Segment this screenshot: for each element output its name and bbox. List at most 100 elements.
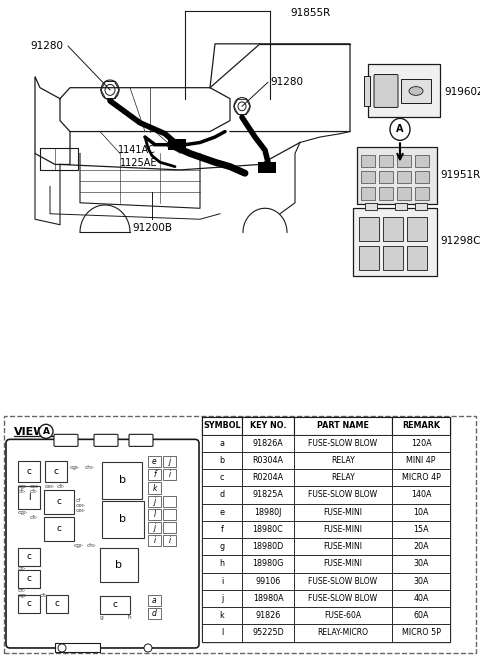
Text: FUSE-MINI: FUSE-MINI: [324, 525, 362, 534]
Text: e: e: [152, 457, 157, 466]
Bar: [202, 486, 242, 504]
Text: 91951R: 91951R: [440, 171, 480, 180]
Bar: [242, 607, 294, 625]
FancyBboxPatch shape: [55, 643, 100, 652]
Text: cg▹: cg▹: [18, 593, 28, 598]
Circle shape: [144, 644, 152, 652]
Bar: [202, 555, 242, 573]
Bar: [242, 521, 294, 538]
Text: 99106: 99106: [255, 577, 281, 586]
Text: VIEW: VIEW: [14, 427, 47, 438]
Text: 91960Z: 91960Z: [444, 87, 480, 97]
FancyBboxPatch shape: [148, 457, 161, 468]
Text: h̄: h̄: [128, 615, 132, 621]
Bar: [294, 452, 392, 469]
Text: j: j: [154, 497, 156, 506]
FancyBboxPatch shape: [54, 434, 78, 446]
FancyBboxPatch shape: [148, 508, 161, 520]
Text: b: b: [219, 456, 225, 465]
Bar: [202, 452, 242, 469]
FancyBboxPatch shape: [148, 595, 161, 606]
FancyBboxPatch shape: [415, 203, 427, 211]
Text: cg▹: cg▹: [18, 510, 28, 515]
Text: c: c: [26, 574, 32, 583]
Text: 18980G: 18980G: [252, 560, 284, 569]
Bar: [242, 504, 294, 521]
Text: c: c: [26, 552, 32, 561]
FancyBboxPatch shape: [148, 482, 161, 493]
Circle shape: [58, 644, 66, 652]
Text: RELAY: RELAY: [331, 456, 355, 465]
Text: 60A: 60A: [413, 611, 429, 620]
FancyBboxPatch shape: [18, 595, 40, 613]
FancyBboxPatch shape: [4, 417, 476, 653]
Text: FUSE-SLOW BLOW: FUSE-SLOW BLOW: [309, 577, 378, 586]
Text: FUSE-SLOW BLOW: FUSE-SLOW BLOW: [309, 439, 378, 447]
Text: f: f: [153, 470, 156, 480]
Text: 91200B: 91200B: [132, 223, 172, 233]
FancyBboxPatch shape: [168, 139, 186, 150]
FancyBboxPatch shape: [407, 217, 427, 241]
Text: FUSE-SLOW BLOW: FUSE-SLOW BLOW: [309, 491, 378, 499]
FancyBboxPatch shape: [368, 64, 440, 117]
Text: cf▹: cf▹: [30, 489, 38, 494]
Bar: [202, 469, 242, 486]
Text: PART NAME: PART NAME: [317, 421, 369, 430]
Bar: [294, 590, 392, 607]
Text: l: l: [28, 493, 30, 502]
Bar: [242, 538, 294, 555]
Bar: [242, 469, 294, 486]
Bar: [242, 452, 294, 469]
Text: 91855R: 91855R: [290, 8, 330, 18]
Text: ce▹: ce▹: [76, 508, 86, 513]
Text: g: g: [219, 542, 225, 551]
Text: cg▹: cg▹: [74, 543, 84, 548]
Text: c: c: [26, 468, 32, 476]
FancyBboxPatch shape: [18, 461, 40, 482]
Bar: [392, 504, 450, 521]
Text: FUSE-60A: FUSE-60A: [324, 611, 361, 620]
FancyBboxPatch shape: [415, 188, 429, 199]
Text: k: k: [220, 611, 224, 620]
Text: 1141AC: 1141AC: [118, 145, 156, 155]
Text: b: b: [119, 476, 125, 485]
FancyBboxPatch shape: [397, 188, 411, 199]
FancyBboxPatch shape: [415, 171, 429, 183]
Bar: [392, 573, 450, 590]
Circle shape: [390, 118, 410, 140]
Bar: [392, 434, 450, 452]
Text: A: A: [43, 427, 49, 436]
Text: 18980C: 18980C: [252, 525, 283, 534]
Bar: [294, 625, 392, 642]
FancyBboxPatch shape: [44, 516, 74, 541]
Bar: [392, 486, 450, 504]
Text: 91826A: 91826A: [252, 439, 283, 447]
Text: a: a: [152, 596, 157, 605]
Text: j: j: [168, 457, 170, 466]
Text: 10A: 10A: [413, 508, 429, 517]
FancyBboxPatch shape: [353, 208, 437, 276]
Text: c: c: [112, 600, 118, 609]
Text: 20A: 20A: [413, 542, 429, 551]
Text: ce▹: ce▹: [76, 503, 86, 508]
Text: cf▹: cf▹: [30, 515, 38, 520]
Bar: [392, 417, 450, 434]
FancyBboxPatch shape: [258, 162, 276, 173]
Text: FUSE-MINI: FUSE-MINI: [324, 542, 362, 551]
FancyBboxPatch shape: [44, 489, 74, 514]
FancyBboxPatch shape: [395, 203, 407, 211]
Bar: [242, 625, 294, 642]
Text: FUSE-MINI: FUSE-MINI: [324, 508, 362, 517]
Text: l: l: [154, 510, 156, 519]
Bar: [294, 521, 392, 538]
Text: i: i: [221, 577, 223, 586]
FancyBboxPatch shape: [397, 171, 411, 183]
Bar: [242, 486, 294, 504]
FancyBboxPatch shape: [100, 596, 130, 614]
Bar: [392, 607, 450, 625]
Text: 95225D: 95225D: [252, 628, 284, 638]
Text: MICRO 4P: MICRO 4P: [402, 473, 441, 482]
Text: RELAY-MICRO: RELAY-MICRO: [317, 628, 369, 638]
Bar: [202, 538, 242, 555]
Bar: [202, 504, 242, 521]
